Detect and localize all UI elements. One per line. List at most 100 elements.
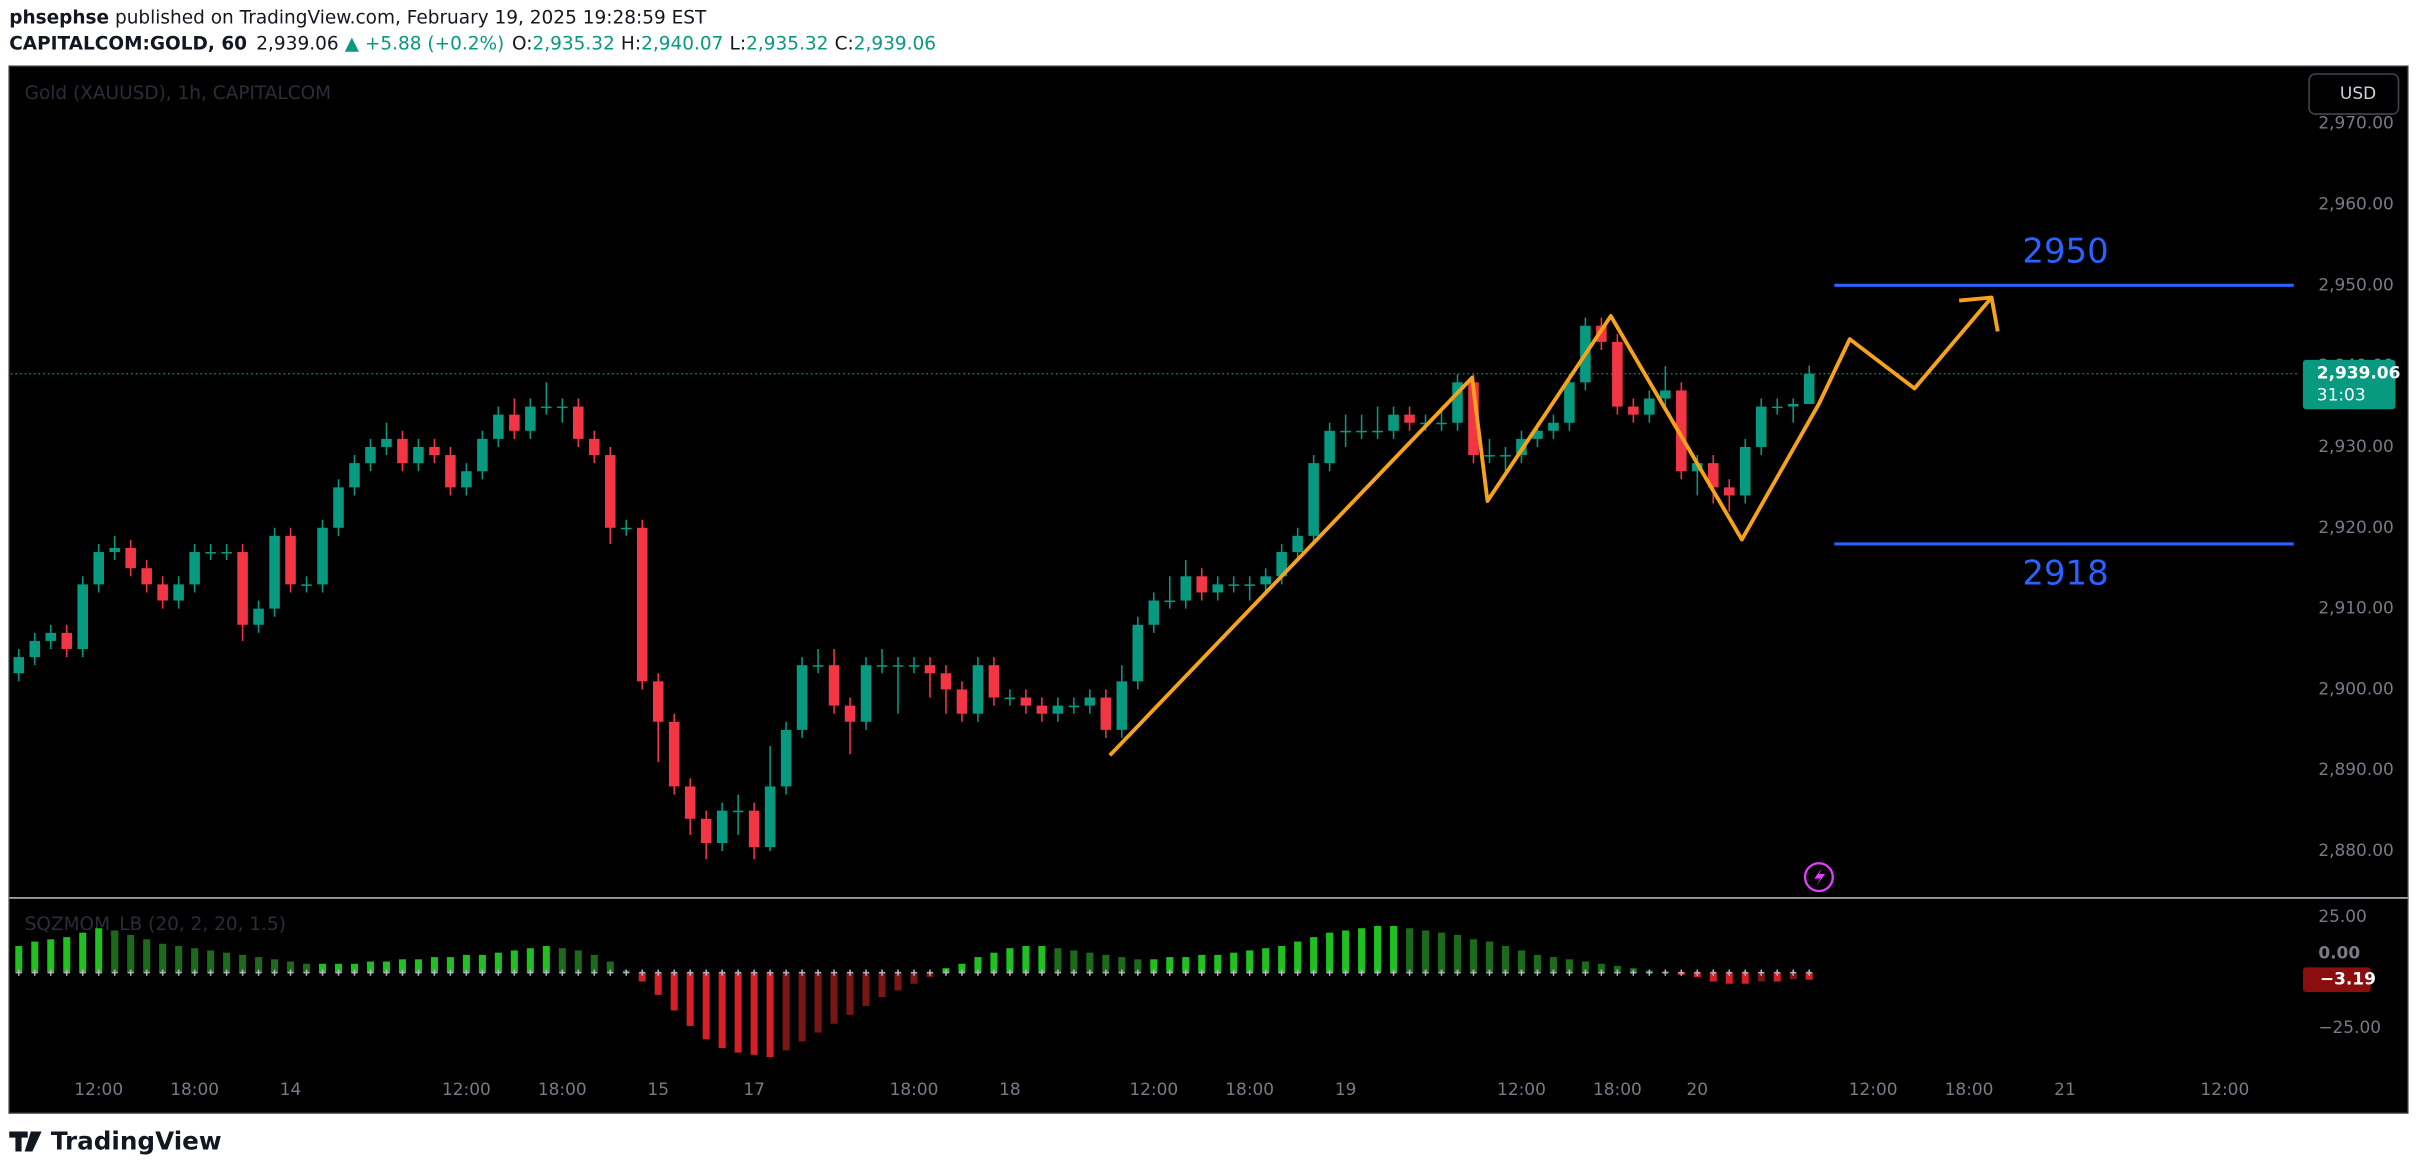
candle-body [1803,373,1815,404]
ohlc-key: O: [512,34,532,55]
momentum-bar [95,928,103,973]
squeeze-dot [655,969,662,976]
candle-body [141,568,152,585]
momentum-bar [574,950,582,973]
squeeze-dot [607,969,614,976]
squeeze-dot [1326,969,1333,976]
momentum-bar [414,959,422,973]
y-tick-label: 2,880.00 [2318,840,2393,860]
candle-body [461,471,472,488]
candle-body [1676,390,1687,472]
momentum-bar [750,972,758,1055]
candle-body [189,552,200,585]
squeeze-dot [431,969,438,976]
squeeze-dot [495,969,502,976]
momentum-bar [1150,959,1158,973]
momentum-bar [223,952,231,973]
y-tick-label: 2,930.00 [2318,436,2393,456]
squeeze-dot [1646,969,1653,976]
momentum-bar [350,963,359,973]
squeeze-dot [319,969,326,976]
candle-body [1308,463,1319,536]
candle-body [1596,325,1607,342]
momentum-bar [1326,932,1334,973]
candle-body [1771,406,1783,409]
momentum-bar [766,972,774,1058]
candle-body [221,552,232,554]
momentum-bar [702,972,710,1040]
currency-button[interactable] [2308,73,2400,115]
squeeze-dot [1502,969,1509,976]
candle-body [157,584,168,601]
candle-body [573,406,584,439]
momentum-bar [1406,928,1414,973]
candle-body [1340,430,1351,433]
momentum-bar [1725,972,1733,984]
squeeze-dot [623,969,630,976]
momentum-bar [654,972,662,995]
momentum-bar [1054,948,1062,973]
momentum-bar [1294,941,1302,973]
squeeze-dot [735,969,742,976]
squeeze-dot [31,969,38,976]
momentum-bar [1134,959,1142,973]
candle-body [477,438,488,472]
candle-body [1548,422,1559,431]
squeeze-dot [1534,969,1541,976]
squeeze-dot [15,969,22,976]
candle-body [748,810,760,848]
momentum-bar [542,945,550,973]
momentum-bar [1485,941,1493,973]
squeeze-dot [447,969,454,976]
brand-name: TradingView [51,1126,222,1155]
squeeze-dot [1422,969,1429,976]
squeeze-dot [1358,969,1365,976]
candle-body [860,665,872,722]
change: ▲ +5.88 (+0.2%) [345,34,504,55]
candle-body [1068,705,1080,708]
squeeze-dot [862,969,870,976]
y-tick-label: 2,970.00 [2318,113,2393,133]
momentum-bar [1422,930,1430,973]
squeeze-dot [1134,969,1141,976]
candle-body [956,689,968,714]
momentum-bar [63,937,71,973]
squeeze-dot [671,969,678,976]
candle-body [940,673,952,690]
momentum-bar [670,972,678,1011]
candle-body [1612,341,1623,407]
momentum-bar [1310,937,1318,973]
momentum-bar [462,954,470,973]
squeeze-dot [1310,969,1317,976]
candle-body [253,608,264,625]
squeeze-dot [527,969,534,976]
candle-body [1196,576,1208,593]
candle-body [908,665,920,667]
x-tick-label: 18:00 [538,1079,587,1099]
squeeze-dot [543,969,550,976]
squeeze-dot [1662,969,1669,976]
x-tick-label: 17 [743,1079,765,1099]
candle-body [732,810,744,813]
candle-body [93,552,104,585]
x-tick-label: 18:00 [170,1079,219,1099]
squeeze-dot [1710,969,1717,976]
momentum-bar [366,961,374,973]
momentum-bar [1741,972,1749,984]
momentum-bar [1517,950,1525,973]
momentum-bar [1789,972,1797,980]
ohlc-value: 2,935.32 [746,34,828,55]
candle-body [844,705,856,722]
momentum-bar [1182,957,1190,973]
candle-body [1404,414,1415,423]
squeeze-dot [239,969,246,976]
candle-body [1020,697,1032,706]
candle-body [604,455,616,528]
squeeze-dot [687,969,694,976]
squeeze-dot [1726,969,1733,976]
currency-label: USD [2340,83,2376,103]
momentum-bar [1469,939,1478,973]
momentum-bar [974,957,982,973]
squeeze-dot [1406,969,1413,976]
momentum-bar [1086,952,1094,973]
